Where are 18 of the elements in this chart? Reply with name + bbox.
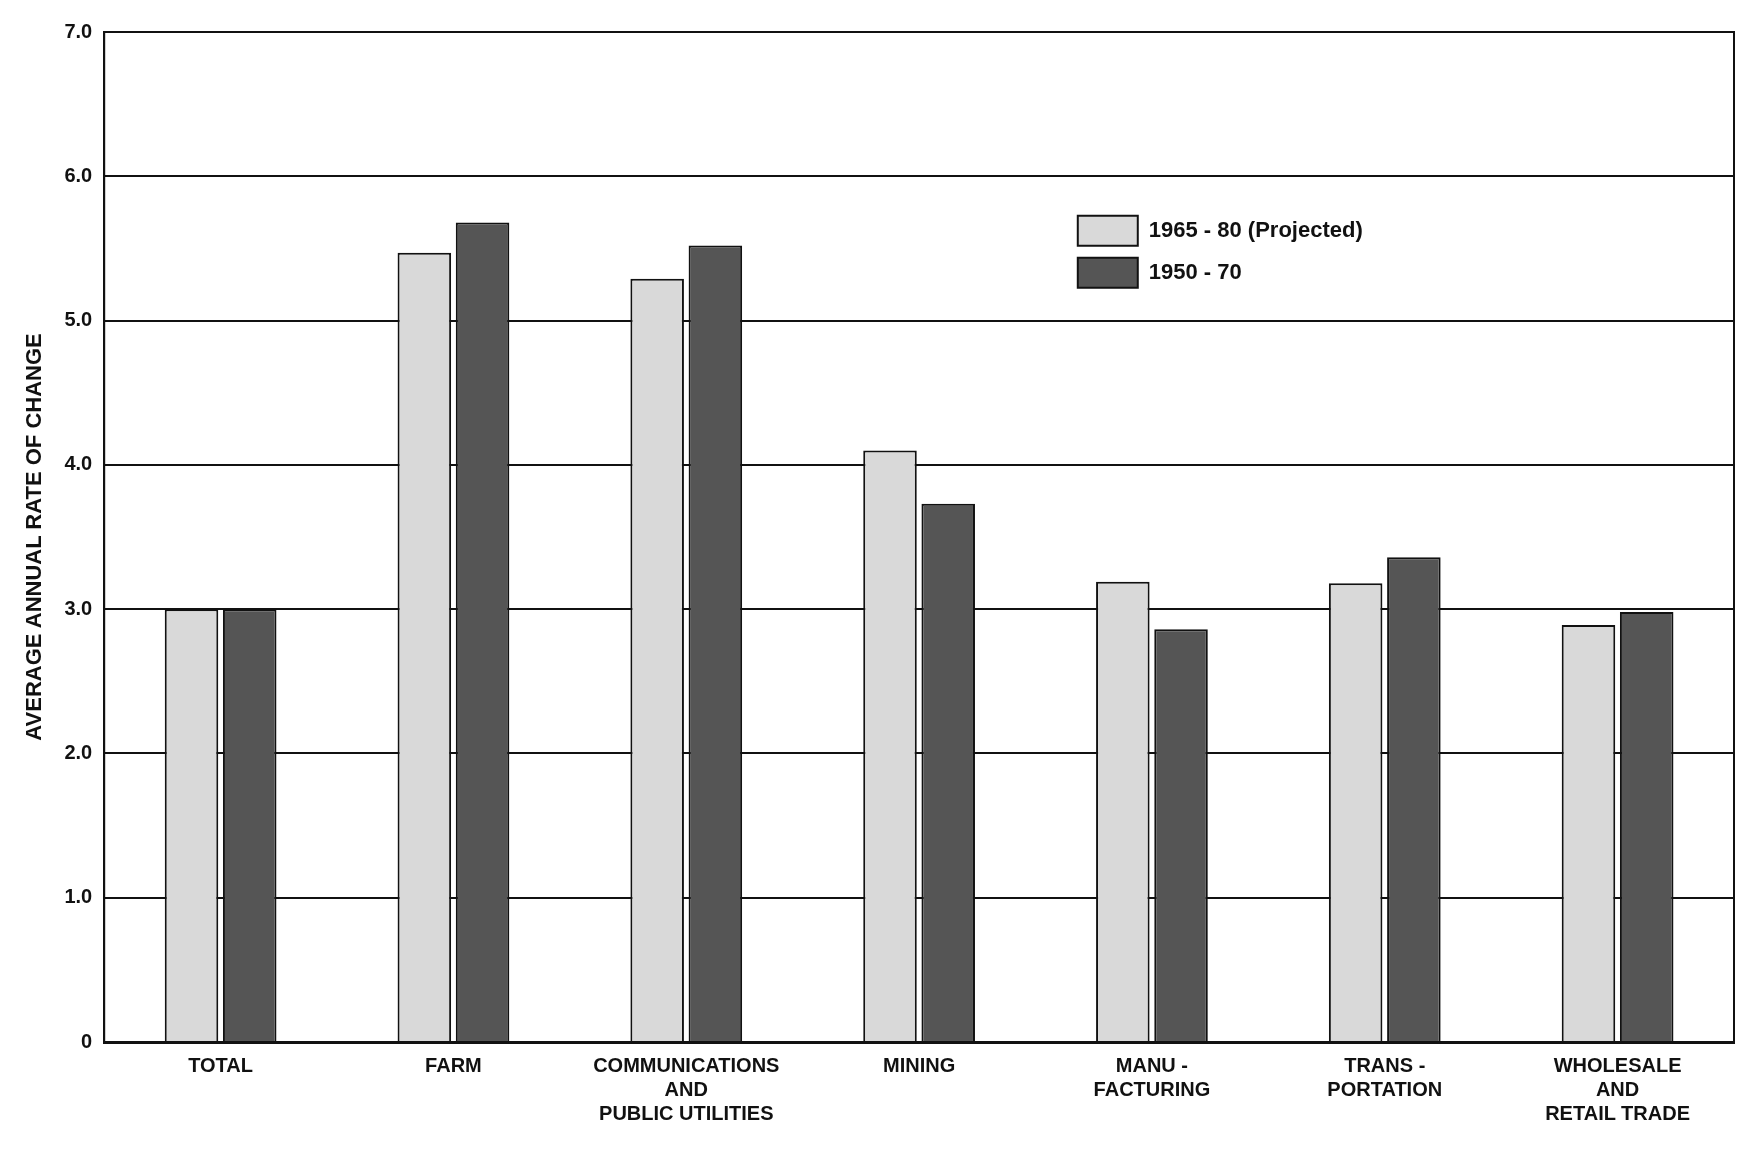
- x-tick-label: COMMUNICATIONS AND PUBLIC UTILITIES: [593, 1053, 780, 1124]
- y-tick-label: 2.0: [64, 740, 93, 763]
- x-tick-label: TOTAL: [188, 1053, 254, 1076]
- y-tick-label: 3.0: [64, 596, 93, 619]
- legend-label: 1950 - 70: [1148, 258, 1242, 284]
- y-tick-label: 1.0: [64, 885, 93, 908]
- x-tick-label: MINING: [882, 1053, 956, 1076]
- x-tick-label: TRANS - PORTATION: [1327, 1053, 1443, 1100]
- x-tick-label: MANU - FACTURING: [1093, 1053, 1211, 1100]
- y-tick-label: 4.0: [64, 452, 93, 475]
- y-tick-label: 5.0: [64, 308, 93, 331]
- y-axis-title: AVERAGE ANNUAL RATE OF CHANGE: [21, 333, 47, 741]
- y-tick-label: 7.0: [64, 19, 93, 42]
- y-tick-label: 6.0: [64, 163, 93, 186]
- x-tick-label: WHOLESALE AND RETAIL TRADE: [1545, 1053, 1690, 1124]
- x-tick-label: FARM: [425, 1053, 482, 1076]
- y-tick-label: 0: [81, 1029, 93, 1052]
- legend-label: 1965 - 80 (Projected): [1148, 216, 1363, 242]
